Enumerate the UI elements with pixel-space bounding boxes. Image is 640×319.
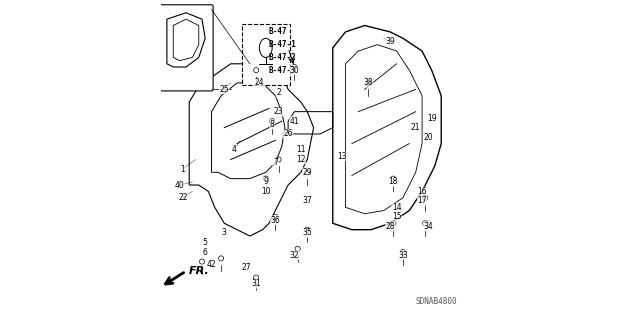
Text: 17: 17	[417, 197, 427, 205]
Text: 25: 25	[220, 85, 229, 94]
Text: 42: 42	[207, 260, 216, 269]
Text: B-47: B-47	[269, 27, 287, 36]
Text: 35: 35	[302, 228, 312, 237]
Text: 6: 6	[203, 248, 207, 256]
Text: 11: 11	[296, 145, 306, 154]
Text: FR.: FR.	[189, 266, 210, 276]
Text: 37: 37	[302, 197, 312, 205]
Text: 18: 18	[388, 177, 398, 186]
Text: 13: 13	[337, 152, 347, 161]
Text: 38: 38	[363, 78, 372, 87]
Text: 9: 9	[263, 177, 268, 186]
Text: 10: 10	[261, 187, 271, 196]
Text: 2: 2	[276, 88, 281, 97]
FancyBboxPatch shape	[159, 5, 213, 91]
Text: SDNAB4800: SDNAB4800	[415, 297, 457, 306]
Text: 7: 7	[273, 158, 278, 167]
Text: 27: 27	[242, 263, 252, 272]
Text: 21: 21	[411, 123, 420, 132]
Text: 30: 30	[290, 66, 300, 75]
Text: 3: 3	[222, 228, 227, 237]
Text: 28: 28	[385, 222, 395, 231]
Text: 22: 22	[178, 193, 188, 202]
Text: 15: 15	[392, 212, 401, 221]
Text: 8: 8	[270, 120, 275, 129]
Text: B-47-2: B-47-2	[269, 53, 297, 62]
Text: 5: 5	[203, 238, 207, 247]
Text: 14: 14	[392, 203, 401, 212]
FancyBboxPatch shape	[242, 24, 290, 85]
Text: 29: 29	[303, 168, 312, 177]
Text: 36: 36	[271, 216, 280, 225]
Text: 31: 31	[252, 279, 261, 288]
Text: 33: 33	[398, 251, 408, 260]
Text: 40: 40	[175, 181, 184, 189]
Text: 12: 12	[296, 155, 306, 164]
Text: 1: 1	[180, 165, 185, 174]
Text: 24: 24	[255, 78, 264, 87]
Text: 4: 4	[232, 145, 236, 154]
Text: 16: 16	[417, 187, 427, 196]
Text: 19: 19	[427, 114, 436, 122]
Text: 41: 41	[290, 117, 300, 126]
Text: 32: 32	[290, 251, 300, 260]
Text: 23: 23	[274, 107, 284, 116]
Text: 20: 20	[424, 133, 433, 142]
Text: 34: 34	[424, 222, 433, 231]
Text: 39: 39	[385, 37, 395, 46]
Text: B-47-1: B-47-1	[269, 40, 297, 49]
Text: B-47-3: B-47-3	[269, 66, 297, 75]
Text: 26: 26	[284, 130, 293, 138]
